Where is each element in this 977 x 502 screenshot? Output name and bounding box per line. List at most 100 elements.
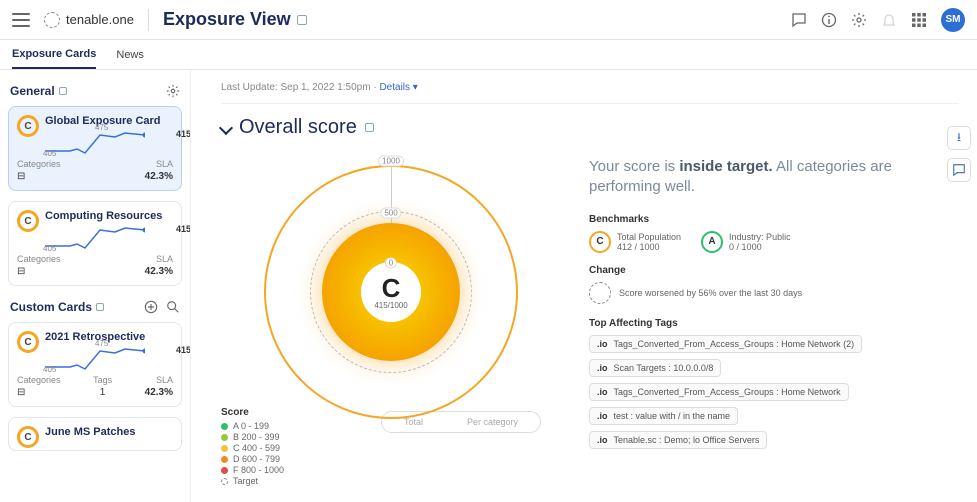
content-panel: ⭳ Last Update: Sep 1, 2022 1:50pm · Deta… (190, 70, 977, 502)
info-icon[interactable] (821, 12, 837, 28)
add-icon[interactable] (144, 300, 158, 314)
sparkline (45, 129, 145, 157)
tag-pill[interactable]: .ioTenable.sc : Demo; lo Office Servers (589, 431, 767, 449)
section-label: General (10, 84, 55, 98)
top-tags-label: Top Affecting Tags (589, 318, 959, 329)
change-label: Change (589, 265, 959, 276)
card-title: June MS Patches (45, 426, 135, 438)
overall-score-header[interactable]: Overall score (221, 116, 959, 139)
top-tags-list: .ioTags_Converted_From_Access_Groups : H… (589, 335, 959, 449)
bell-icon[interactable] (881, 12, 897, 28)
apps-icon[interactable] (911, 12, 927, 28)
menu-icon[interactable] (12, 13, 30, 27)
exposure-card-june-patches[interactable]: C June MS Patches (8, 417, 182, 451)
gear-icon[interactable] (166, 84, 180, 98)
search-icon[interactable] (166, 300, 180, 314)
exposure-card-computing[interactable]: C Computing Resources 405 415 Categories… (8, 201, 182, 286)
sla-label: SLA (145, 254, 173, 264)
categories-label: Categories (17, 159, 61, 169)
categories-label: Categories (17, 375, 61, 385)
benchmark-industry: A Industry: Public0 / 1000 (701, 231, 791, 253)
tags-label: Tags (93, 375, 112, 385)
change-icon (589, 282, 611, 304)
gear-icon[interactable] (851, 12, 867, 28)
benchmark-total-pop: C Total Population412 / 1000 (589, 231, 681, 253)
brand[interactable]: tenable.one (44, 12, 134, 28)
main: General C Global Exposure Card 405 475 4… (0, 70, 977, 502)
spark-baseline: 405 (43, 149, 56, 158)
tag-pill[interactable]: .ioTags_Converted_From_Access_Groups : H… (589, 335, 862, 353)
last-update: Last Update: Sep 1, 2022 1:50pm · Detail… (221, 82, 959, 104)
comment-icon[interactable] (947, 158, 971, 182)
sla-value: 42.3% (145, 266, 173, 277)
grade-badge: A (701, 231, 723, 253)
panel-actions: ⭳ (947, 126, 971, 182)
popout-icon[interactable] (59, 87, 67, 95)
spark-peak: 475 (95, 123, 108, 132)
gauge-tick-1000: 1000 (378, 156, 404, 167)
card-title: Computing Resources (45, 210, 173, 222)
legend-row: F 800 - 1000 (221, 465, 341, 475)
avatar[interactable]: SM (941, 8, 965, 32)
sparkline (45, 224, 145, 252)
spark-baseline: 405 (43, 244, 56, 253)
popout-icon[interactable] (365, 123, 374, 132)
last-update-prefix: Last Update: (221, 82, 280, 93)
sparkline (45, 345, 145, 373)
grade-badge: C (17, 115, 39, 137)
popout-icon[interactable] (297, 15, 307, 25)
brand-text: tenable.one (66, 12, 134, 27)
last-update-value: Sep 1, 2022 1:50pm (280, 82, 370, 93)
grade-badge: C (17, 331, 39, 353)
sla-label: SLA (145, 159, 173, 169)
benchmark-value: 0 / 1000 (729, 242, 791, 252)
categories-value: ⊟ (17, 171, 61, 182)
chevron-down-icon (219, 120, 233, 134)
download-icon[interactable]: ⭳ (947, 126, 971, 150)
benchmark-value: 412 / 1000 (617, 242, 681, 252)
grade-badge: C (17, 210, 39, 232)
grade-badge: C (17, 426, 39, 448)
divider (148, 9, 149, 31)
tab-news[interactable]: News (116, 42, 144, 68)
overall-title: Overall score (239, 116, 357, 139)
details-link[interactable]: Details ▾ (379, 82, 417, 93)
benchmark-title: Industry: Public (729, 232, 791, 242)
spark-score: 415 (176, 224, 190, 234)
card-title: Global Exposure Card (45, 115, 173, 127)
exposure-card-retrospective[interactable]: C 2021 Retrospective 405 475 415 Categor… (8, 322, 182, 407)
top-bar: tenable.one Exposure View SM (0, 0, 977, 40)
spark-score: 415 (176, 129, 190, 139)
sidebar-section-custom: Custom Cards (8, 296, 182, 322)
legend-row: C 400 - 599 (221, 443, 341, 453)
exposure-card-global[interactable]: C Global Exposure Card 405 475 415 Categ… (8, 106, 182, 191)
grade-badge: C (589, 231, 611, 253)
spark-peak: 475 (95, 339, 108, 348)
sla-value: 42.3% (145, 171, 173, 182)
score-gauge: C 415/1000 1000 500 0 (246, 147, 536, 437)
benchmarks-label: Benchmarks (589, 214, 959, 225)
tag-pill[interactable]: .ioTags_Converted_From_Access_Groups : H… (589, 383, 849, 401)
page-title: Exposure View (163, 9, 307, 30)
chat-icon[interactable] (791, 12, 807, 28)
spark-score: 415 (176, 345, 190, 355)
categories-value: ⊟ (17, 387, 61, 398)
legend-row: D 600 - 799 (221, 454, 341, 464)
sidebar-section-general: General (8, 80, 182, 106)
page-title-text: Exposure View (163, 9, 291, 30)
sla-value: 42.3% (145, 387, 173, 398)
change-row: Score worsened by 56% over the last 30 d… (589, 282, 959, 304)
gauge-tick-500: 500 (380, 208, 401, 219)
sla-label: SLA (145, 375, 173, 385)
gauge-grade: C (382, 275, 401, 301)
tab-exposure-cards[interactable]: Exposure Cards (12, 41, 96, 69)
tag-pill[interactable]: .iotest : value with / in the name (589, 407, 738, 425)
overall-body: C 415/1000 1000 500 0 Score A 0 - 199B 2… (221, 147, 959, 487)
brand-logo-icon (44, 12, 60, 28)
categories-label: Categories (17, 254, 61, 264)
tab-bar: Exposure Cards News (0, 40, 977, 70)
popout-icon[interactable] (96, 303, 104, 311)
tag-pill[interactable]: .ioScan Targets : 10.0.0.0/8 (589, 359, 721, 377)
benchmarks-row: C Total Population412 / 1000 A Industry:… (589, 231, 959, 253)
gauge-score: 415/1000 (374, 301, 407, 310)
